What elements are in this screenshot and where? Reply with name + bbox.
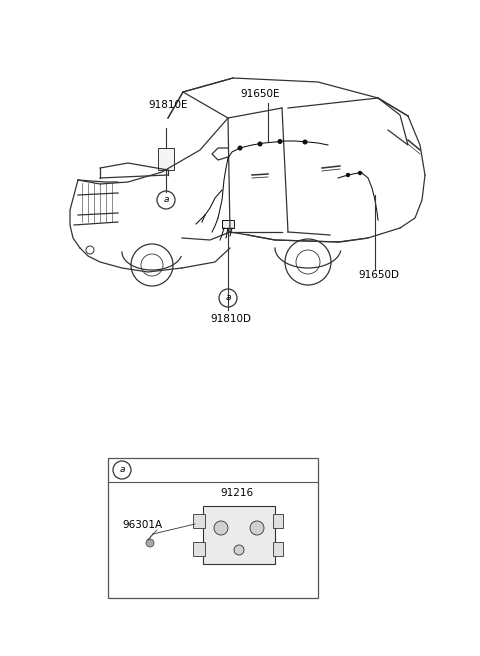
Text: 91216: 91216 [220,488,253,498]
Bar [193,514,205,528]
Circle shape [250,521,264,535]
Bar [273,542,283,556]
Text: 91650D: 91650D [358,270,399,280]
Circle shape [303,140,307,144]
Text: 91810D: 91810D [210,314,251,324]
Circle shape [278,140,282,143]
Bar [203,506,275,564]
Bar [273,514,283,528]
Bar [158,148,174,170]
Text: a: a [163,195,169,205]
Circle shape [234,545,244,555]
Circle shape [359,171,361,174]
Bar [222,220,234,228]
Circle shape [238,146,242,150]
Text: 91810E: 91810E [148,100,188,110]
Text: a: a [225,293,231,302]
Text: 96301A: 96301A [122,520,162,530]
Text: a: a [119,466,125,474]
Circle shape [347,173,349,176]
Circle shape [258,142,262,146]
Bar [108,458,318,598]
Bar [193,542,205,556]
Circle shape [214,521,228,535]
Text: 91650E: 91650E [240,89,279,99]
Circle shape [146,539,154,547]
